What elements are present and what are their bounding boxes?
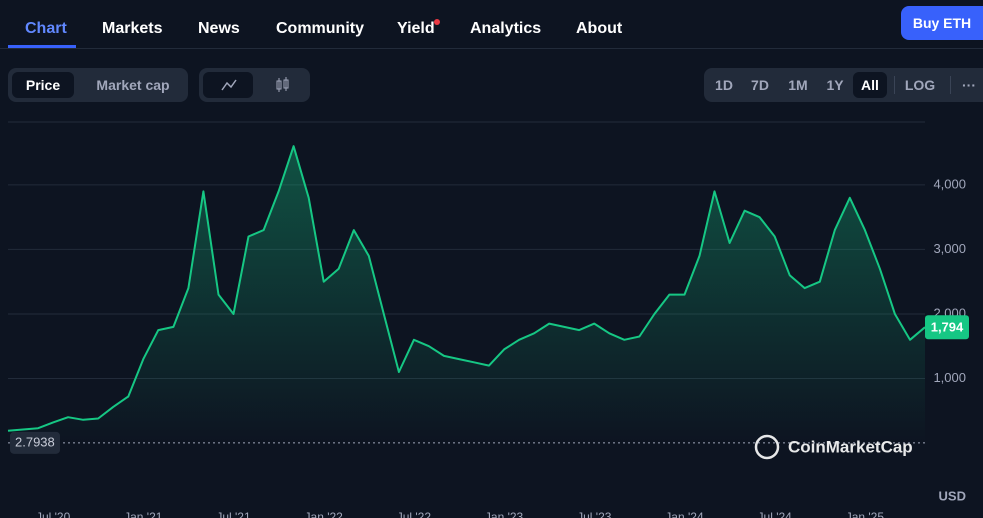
nav-bar: Chart Markets News Community Yield Analy… <box>0 0 983 49</box>
x-tick-label: Jul '20 <box>36 510 71 518</box>
nav-tab[interactable]: Analytics <box>470 20 542 37</box>
nav-tab[interactable]: News <box>198 20 240 37</box>
watermark-logo <box>754 434 780 460</box>
buy-button[interactable]: Buy ETH <box>901 6 983 40</box>
candle-style-button[interactable] <box>257 72 307 98</box>
nav-tab[interactable]: Markets <box>102 20 163 37</box>
candle-icon <box>276 77 289 92</box>
watermark: CoinMarketCap <box>788 437 913 456</box>
range-button[interactable]: 1D <box>715 77 733 93</box>
unit-label: USD <box>939 488 966 503</box>
x-tick-label: Jan '25 <box>846 510 885 518</box>
x-tick-label: Jan '23 <box>485 510 524 518</box>
more-button[interactable]: ··· <box>962 77 976 93</box>
range-button[interactable]: 1Y <box>826 77 844 93</box>
current-price-label: 1,794 <box>931 320 964 335</box>
y-tick-label: 4,000 <box>933 176 966 191</box>
reference-label-bg <box>10 431 60 454</box>
divider <box>894 76 895 94</box>
log-button[interactable]: LOG <box>904 77 936 93</box>
toggle-button[interactable]: Price <box>12 72 74 98</box>
chart-style-toggle <box>199 68 310 102</box>
range-toggle: 1D 7D 1M 1Y All LOG ··· <box>704 68 983 102</box>
active-underline <box>8 45 76 48</box>
nav-tab[interactable]: Chart <box>25 20 67 37</box>
x-tick-label: Jan '21 <box>124 510 163 518</box>
range-button[interactable]: 7D <box>751 77 769 93</box>
current-price-badge <box>925 315 969 340</box>
metric-toggle: Price Market cap <box>8 68 188 102</box>
line-style-button[interactable] <box>203 72 253 98</box>
x-tick-label: Jan '22 <box>305 510 344 518</box>
range-button[interactable]: 1M <box>788 77 808 93</box>
price-area <box>8 146 925 443</box>
x-tick-label: Jan '24 <box>665 510 704 518</box>
x-tick-label: Jul '24 <box>758 510 793 518</box>
y-tick-label: 1,000 <box>933 370 966 385</box>
nav-tab[interactable]: Community <box>276 20 364 37</box>
line-icon <box>221 79 237 91</box>
toggle-button[interactable]: Market cap <box>96 77 170 93</box>
y-tick-label: 3,000 <box>933 241 966 256</box>
x-tick-label: Jul '22 <box>397 510 432 518</box>
x-tick-label: Jul '23 <box>577 510 612 518</box>
x-tick-label: Jul '21 <box>216 510 251 518</box>
range-button[interactable]: All <box>853 72 887 98</box>
price-line <box>7 145 926 432</box>
nav-tab[interactable]: About <box>576 20 623 37</box>
notification-dot <box>434 19 440 25</box>
reference-label: 2.7938 <box>15 434 55 449</box>
divider <box>950 76 951 94</box>
nav-tab[interactable]: Yield <box>397 20 435 37</box>
